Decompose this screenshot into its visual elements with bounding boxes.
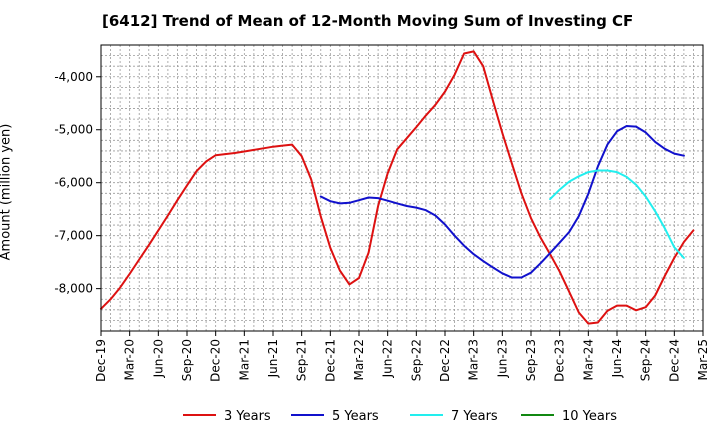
- y-tick-label: -4,000: [54, 70, 93, 84]
- x-tick-label: Mar-24: [581, 339, 595, 380]
- x-tick-label: Dec-21: [323, 339, 337, 382]
- x-tick-label: Mar-23: [467, 339, 481, 380]
- x-tick-label: Jun-24: [610, 339, 624, 378]
- legend-label: 10 Years: [562, 409, 617, 424]
- x-tick-label: Dec-22: [438, 339, 452, 382]
- x-tick-label: Jun-22: [381, 339, 395, 378]
- legend-label: 5 Years: [332, 409, 379, 424]
- series-lines: [100, 50, 695, 325]
- x-tick-label: Mar-22: [352, 339, 366, 380]
- series-line-3-years: [100, 50, 695, 325]
- x-tick-label: Dec-20: [209, 339, 223, 382]
- x-tick-label: Jun-20: [151, 339, 165, 378]
- x-tick-label: Dec-19: [94, 339, 108, 382]
- x-tick-label: Dec-23: [553, 339, 567, 382]
- x-tick-label: Mar-21: [237, 339, 251, 380]
- x-axis-ticks: Dec-19 Mar-20 Jun-20 Sep-20 Dec-20 Mar-21 Jun-…: [94, 331, 710, 382]
- x-tick-label: Jun-23: [495, 339, 509, 378]
- x-tick-label: Sep-23: [524, 339, 538, 381]
- y-tick-label: -7,000: [54, 229, 93, 243]
- x-tick-label: Dec-24: [667, 339, 681, 382]
- x-tick-label: Mar-25: [696, 339, 710, 380]
- grid-lines: [101, 45, 703, 331]
- series-line-5-years: [319, 125, 685, 279]
- y-tick-label: -5,000: [54, 123, 93, 137]
- series-line-7-years: [549, 169, 685, 259]
- legend: 3 Years 5 Years 7 Years 10 Years: [183, 409, 617, 424]
- x-tick-label: Sep-24: [639, 339, 653, 381]
- y-axis-ticks: -4,000 -5,000 -6,000 -7,000 -8,000: [54, 70, 101, 296]
- plot-frame: [100, 44, 704, 332]
- x-tick-label: Mar-20: [123, 339, 137, 380]
- y-tick-label: -6,000: [54, 176, 93, 190]
- y-tick-label: -8,000: [54, 282, 93, 296]
- chart-title: [6412] Trend of Mean of 12-Month Moving …: [102, 12, 634, 30]
- x-tick-label: Jun-21: [266, 339, 280, 378]
- legend-label: 7 Years: [451, 409, 498, 424]
- legend-label: 3 Years: [224, 409, 271, 424]
- x-tick-label: Sep-21: [295, 339, 309, 381]
- x-tick-label: Sep-22: [409, 339, 423, 381]
- x-tick-label: Sep-20: [180, 339, 194, 381]
